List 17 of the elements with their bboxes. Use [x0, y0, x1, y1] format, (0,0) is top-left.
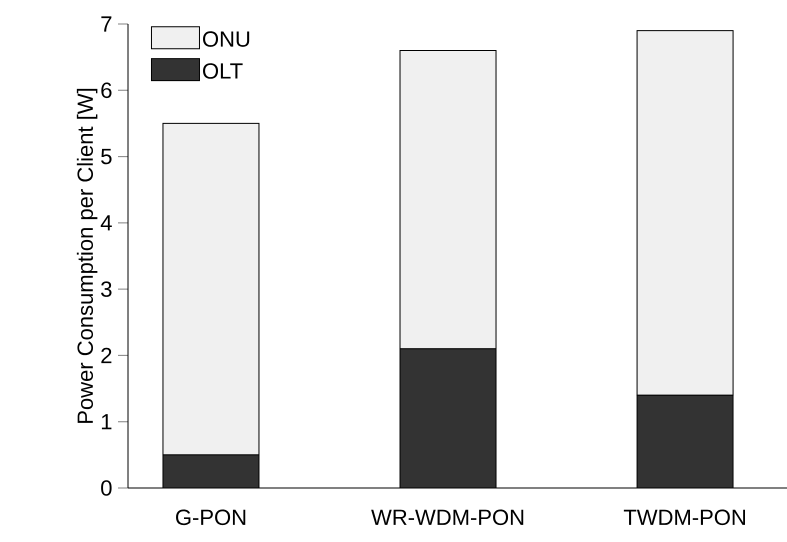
y-axis-title: Power Consumption per Client [W] [76, 88, 98, 423]
x-tick-label: WR-WDM-PON [371, 510, 524, 526]
y-tick-label: 4 [100, 215, 112, 230]
x-tick-label: G-PON [176, 510, 246, 526]
bar [162, 454, 259, 488]
bar [636, 394, 734, 488]
x-tick-label: TWDM-PON [624, 510, 745, 526]
bar [400, 348, 496, 488]
y-tick-label: 0 [101, 480, 112, 496]
y-tick-label: 3 [101, 281, 112, 297]
y-tick-label: 2 [101, 348, 112, 364]
y-tick-label: 5 [101, 148, 112, 164]
y-tick-label: 7 [101, 16, 112, 32]
y-tick-label: 6 [101, 82, 112, 98]
legend-label: OLT [203, 63, 243, 79]
legend-label: ONU [203, 31, 250, 47]
y-tick-label: 1 [102, 414, 112, 430]
